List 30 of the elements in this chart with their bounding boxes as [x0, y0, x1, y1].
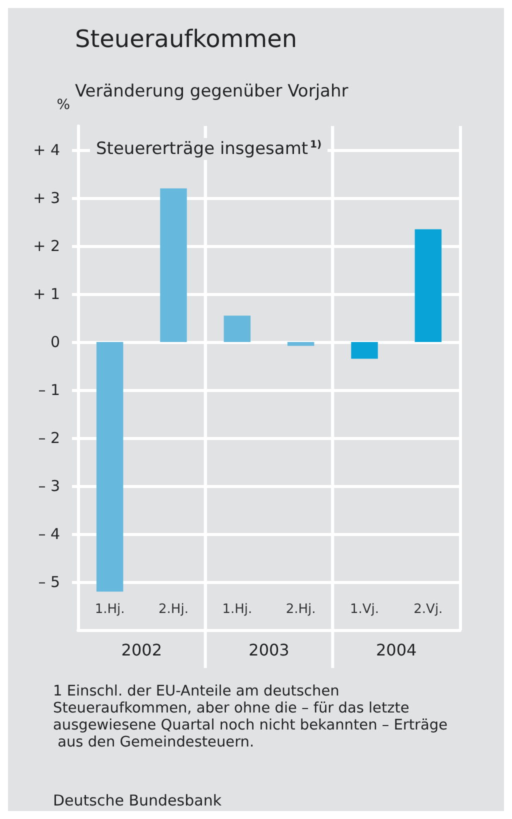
x-tick-label: 1.Hj. [94, 602, 125, 617]
y-axis-title: % [56, 97, 70, 113]
text: 1 Einschl. der EU-Anteile am deutschen Steueraufkommen, aber ohne die – für das letzte ausgewiesene Quartal noch nicht bekannten – Erträge aus den Gemeindesteuern. [53, 684, 448, 750]
text: Deutsche Bundesbank [53, 792, 222, 810]
chart-title: Steueraufkommen [75, 25, 298, 53]
y-tick-label: + 4 [33, 141, 60, 159]
chart-subtitle: Veränderung gegenüber Vorjahr [75, 82, 348, 102]
y-tick-label: 0 [50, 333, 60, 351]
text: 2003 [248, 640, 290, 660]
y-tick-label: – 3 [38, 477, 60, 495]
bar [287, 342, 314, 346]
x-tick-label: 1.Vj. [350, 602, 380, 617]
x-tick-label: 1.Hj. [222, 602, 252, 617]
text: 2004 [376, 640, 417, 660]
y-tick-label: – 5 [38, 573, 60, 591]
x-tick-label: 2.Hj. [158, 602, 188, 617]
x-tick-label: 2.Vj. [414, 602, 443, 617]
bar [414, 229, 442, 342]
y-tick-label: + 2 [33, 237, 60, 255]
y-tick-label: – 2 [38, 429, 60, 447]
y-tick-label: – 4 [38, 525, 60, 543]
x-tick-label: 2.Hj. [286, 602, 316, 617]
bar [224, 316, 251, 342]
text: 2002 [121, 640, 162, 660]
bar [351, 342, 378, 359]
bar [96, 342, 124, 592]
y-tick-label: + 3 [33, 189, 60, 207]
y-tick-label: – 1 [38, 381, 60, 399]
y-tick-label: + 1 [33, 285, 60, 303]
bar [160, 188, 187, 342]
